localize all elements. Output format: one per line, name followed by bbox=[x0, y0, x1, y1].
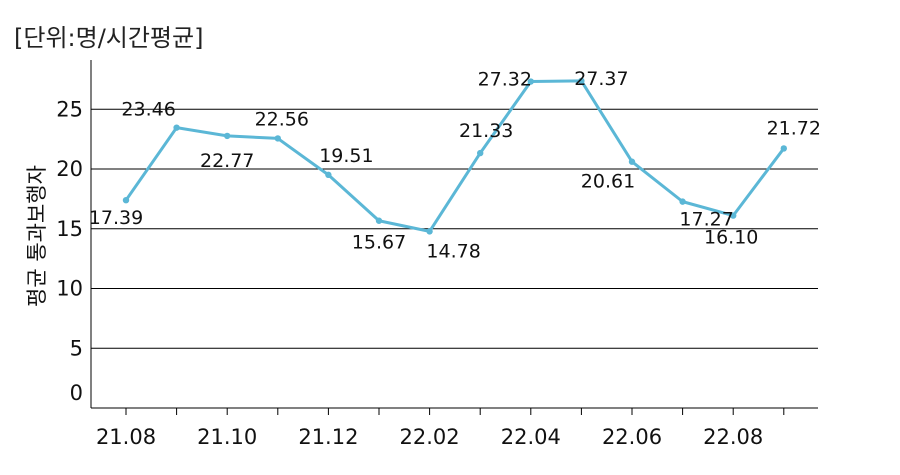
x-tick-label: 21.12 bbox=[298, 425, 358, 449]
data-label: 21.72 bbox=[767, 117, 821, 139]
y-tick-label: 5 bbox=[70, 336, 83, 360]
y-tick-label: 25 bbox=[56, 97, 83, 121]
series-line bbox=[124, 79, 785, 233]
data-label: 17.39 bbox=[89, 207, 143, 229]
data-point bbox=[578, 77, 585, 85]
data-label: 15.67 bbox=[352, 232, 406, 254]
data-point bbox=[527, 78, 534, 85]
data-label: 16.10 bbox=[704, 227, 758, 249]
x-tick-label: 21.10 bbox=[197, 425, 257, 449]
data-label: 21.33 bbox=[459, 120, 513, 142]
y-tick-label: 20 bbox=[56, 157, 83, 181]
y-axis-title: 평균 통과보행자 bbox=[25, 165, 49, 307]
y-tick-label: 15 bbox=[56, 217, 83, 241]
data-point bbox=[224, 132, 231, 140]
data-point bbox=[274, 135, 281, 142]
data-point bbox=[730, 212, 737, 219]
data-point bbox=[325, 171, 332, 179]
data-label: 27.32 bbox=[478, 69, 532, 91]
y-tick-label: 0 bbox=[70, 381, 83, 405]
y-tick-label: 10 bbox=[56, 277, 83, 301]
data-label: 23.46 bbox=[121, 99, 175, 121]
data-label: 17.27 bbox=[679, 209, 733, 231]
data-point bbox=[173, 124, 180, 131]
x-tick-label: 22.02 bbox=[400, 425, 460, 449]
data-label: 20.61 bbox=[581, 171, 635, 193]
data-point bbox=[780, 145, 787, 152]
data-label: 19.51 bbox=[319, 145, 373, 167]
data-label: 27.37 bbox=[574, 68, 628, 90]
data-label: 22.77 bbox=[200, 150, 254, 172]
data-point bbox=[477, 149, 484, 157]
data-point bbox=[628, 158, 636, 165]
x-tick-label: 22.08 bbox=[703, 425, 763, 449]
x-tick-label: 22.04 bbox=[501, 425, 561, 449]
unit-label: [단위:명/시간평균] bbox=[14, 24, 204, 52]
x-tick-label: 22.06 bbox=[602, 425, 662, 449]
data-point bbox=[375, 217, 383, 224]
data-point bbox=[426, 228, 433, 235]
data-label: 14.78 bbox=[426, 240, 480, 262]
data-label: 22.56 bbox=[255, 108, 309, 130]
data-point bbox=[122, 196, 130, 204]
x-tick-label: 21.08 bbox=[96, 425, 156, 449]
data-point bbox=[679, 198, 686, 205]
